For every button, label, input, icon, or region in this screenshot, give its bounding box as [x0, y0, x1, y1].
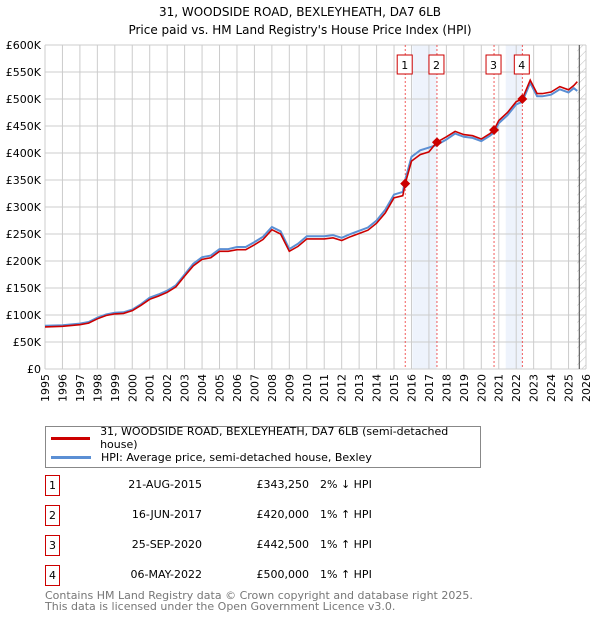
x-tick-label: 1999 — [109, 374, 122, 402]
x-tick-label: 1997 — [74, 374, 87, 402]
y-tick-label: £0 — [27, 363, 41, 376]
sale-label-box — [513, 54, 530, 75]
y-tick-label: £500K — [6, 93, 42, 106]
x-tick-label: 2003 — [179, 374, 192, 402]
x-tick-label: 2011 — [318, 374, 331, 402]
x-tick-label: 1996 — [56, 374, 69, 402]
sale-label: 3 — [490, 59, 497, 72]
sale-label-box — [428, 54, 445, 75]
y-tick-label: £50K — [13, 336, 42, 349]
legend-item-property: 31, WOODSIDE ROAD, BEXLEYHEATH, DA7 6LB … — [51, 425, 480, 451]
sale-point — [517, 94, 528, 104]
x-tick-label: 2015 — [388, 374, 401, 402]
legend-item-hpi: HPI: Average price, semi-detached house,… — [51, 448, 372, 466]
sale-label-box — [396, 54, 413, 75]
sale-point — [489, 125, 500, 136]
x-tick-label: 2019 — [458, 374, 471, 402]
footer-copyright: Contains HM Land Registry data © Crown c… — [45, 589, 473, 602]
sale-label-box — [485, 54, 502, 75]
sale-row: 2 16-JUN-2017 £420,000 1% ↑ HPI — [45, 505, 445, 526]
x-tick-label: 2018 — [440, 374, 453, 402]
y-tick-label: £350K — [6, 174, 42, 187]
legend-label: 31, WOODSIDE ROAD, BEXLEYHEATH, DA7 6LB … — [100, 425, 449, 451]
x-tick-label: 2010 — [301, 374, 314, 402]
y-tick-label: £200K — [6, 255, 42, 268]
y-tick-label: £250K — [6, 228, 42, 241]
sale-point — [431, 137, 442, 148]
sale-date: 21-AUG-2015 — [128, 478, 202, 491]
sale-price: £420,000 — [256, 508, 310, 521]
x-tick-label: 2016 — [405, 374, 418, 402]
sale-hpi-diff: 1% ↑ HPI — [320, 538, 372, 551]
legend-swatch-blue — [51, 455, 91, 459]
footer: Contains HM Land Registry data © Crown c… — [45, 590, 473, 612]
legend-label: HPI: Average price, semi-detached house,… — [101, 450, 372, 464]
sale-price: £442,500 — [256, 538, 310, 551]
sale-row: 1 21-AUG-2015 £343,250 2% ↓ HPI — [45, 475, 445, 496]
sale-price: £343,250 — [256, 478, 310, 491]
x-tick-label: 2023 — [528, 374, 541, 402]
hpi-line — [44, 80, 578, 327]
y-tick-label: £450K — [6, 120, 42, 133]
x-tick-label: 2006 — [231, 374, 244, 402]
sale-label: 4 — [518, 59, 525, 72]
footer-licence: This data is licensed under the Open Gov… — [45, 600, 396, 613]
sale-label: 1 — [401, 59, 408, 72]
sale-number-badge: 4 — [45, 565, 60, 586]
x-tick-label: 2017 — [423, 374, 436, 402]
chart-subtitle: Price paid vs. HM Land Registry's House … — [128, 23, 471, 37]
y-tick-label: £600K — [6, 39, 42, 52]
sale-row: 4 06-MAY-2022 £500,000 1% ↑ HPI — [45, 565, 445, 586]
y-tick-label: £300K — [6, 201, 42, 214]
x-tick-label: 2007 — [248, 374, 261, 402]
sale-number-badge: 1 — [45, 475, 60, 496]
y-tick-label: £400K — [6, 147, 42, 160]
y-tick-label: £100K — [6, 309, 42, 322]
sale-hpi-diff: 2% ↓ HPI — [320, 478, 372, 491]
x-tick-label: 1995 — [39, 374, 52, 402]
sale-point — [400, 178, 411, 189]
x-tick-label: 2002 — [161, 374, 174, 402]
legend-swatch-red — [51, 436, 91, 440]
x-tick-label: 2004 — [196, 374, 209, 402]
property-line — [44, 78, 578, 328]
sale-number-badge: 2 — [45, 505, 60, 526]
x-tick-label: 2005 — [214, 374, 227, 402]
sale-row: 3 25-SEP-2020 £442,500 1% ↑ HPI — [45, 535, 445, 556]
x-tick-label: 2022 — [510, 374, 523, 402]
y-tick-label: £150K — [6, 282, 42, 295]
x-tick-label: 2009 — [283, 374, 296, 402]
sale-number-badge: 3 — [45, 535, 60, 556]
sale-date: 06-MAY-2022 — [130, 568, 202, 581]
x-tick-label: 2008 — [266, 374, 279, 402]
x-tick-label: 2012 — [336, 374, 349, 402]
sale-label: 2 — [433, 59, 440, 72]
legend: 31, WOODSIDE ROAD, BEXLEYHEATH, DA7 6LB … — [45, 425, 481, 468]
x-tick-label: 2020 — [475, 374, 488, 402]
x-tick-label: 2014 — [371, 374, 384, 402]
sale-date: 16-JUN-2017 — [131, 508, 202, 521]
x-tick-label: 2013 — [353, 374, 366, 402]
x-tick-label: 2001 — [144, 374, 157, 402]
sale-hpi-diff: 1% ↑ HPI — [320, 568, 372, 581]
x-tick-label: 2024 — [545, 374, 558, 402]
chart-title: 31, WOODSIDE ROAD, BEXLEYHEATH, DA7 6LB — [159, 5, 441, 19]
x-tick-label: 1998 — [91, 374, 104, 402]
x-tick-label: 2026 — [580, 374, 593, 402]
sale-price: £500,000 — [256, 568, 310, 581]
y-tick-label: £550K — [6, 66, 42, 79]
x-tick-label: 2021 — [493, 374, 506, 402]
price-chart: 31, WOODSIDE ROAD, BEXLEYHEATH, DA7 6LB … — [6, 5, 593, 402]
sale-hpi-diff: 1% ↑ HPI — [320, 508, 372, 521]
x-tick-label: 2000 — [126, 374, 139, 402]
sale-date: 25-SEP-2020 — [131, 538, 202, 551]
x-tick-label: 2025 — [563, 374, 576, 402]
